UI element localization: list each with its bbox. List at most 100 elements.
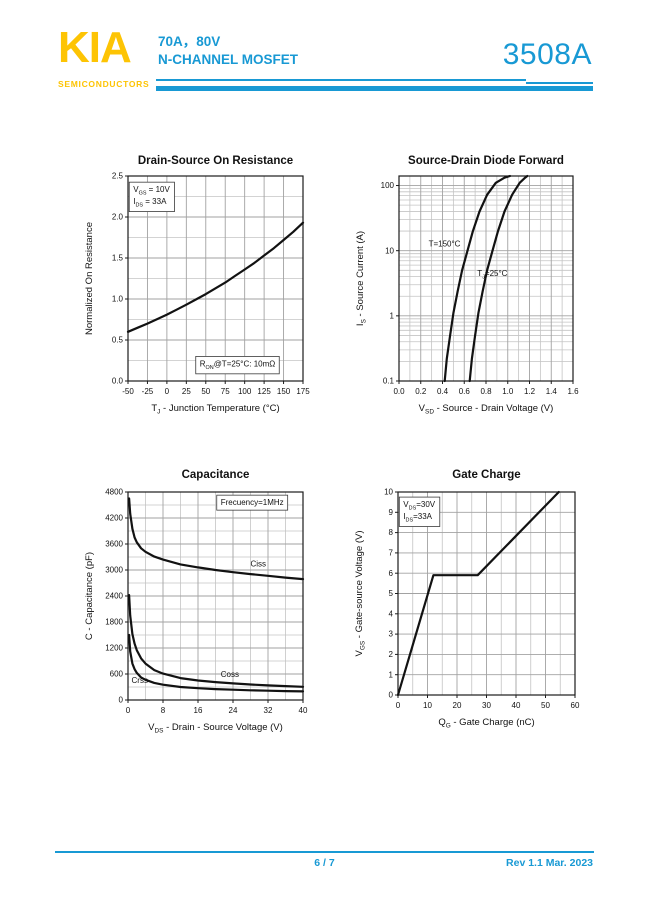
x-tick-label: 50 — [541, 701, 550, 710]
y-axis-label: VGS - Gate-source Voltage (V) — [354, 530, 366, 656]
chart-annotation: Frecuency=1MHz — [216, 494, 289, 511]
svg-text:T=150°C: T=150°C — [429, 240, 461, 249]
chart-annotation: RON@T=25°C: 10mΩ — [195, 356, 280, 375]
logo-subtitle: SEMICONDUCTORS — [58, 79, 150, 89]
y-tick-label: 1.0 — [112, 295, 124, 304]
x-tick-label: 16 — [194, 706, 203, 715]
y-tick-label: 7 — [389, 549, 394, 558]
y-axis-label: Normalized On Resistance — [84, 222, 95, 335]
y-tick-label: 2.5 — [112, 172, 124, 181]
y-tick-label: 0.1 — [383, 377, 395, 386]
x-tick-label: 0.4 — [437, 387, 449, 396]
y-tick-label: 0.0 — [112, 377, 124, 386]
y-tick-label: 1.5 — [112, 254, 124, 263]
x-axis-label: VSD - Source - Drain Voltage (V) — [419, 403, 554, 415]
x-tick-label: 20 — [453, 701, 462, 710]
y-tick-label: 1800 — [105, 618, 123, 627]
y-tick-label: 5 — [389, 589, 394, 598]
series-Ciss — [128, 497, 305, 581]
x-tick-label: 0 — [165, 387, 170, 396]
x-axis-label: TJ - Junction Temperature (°C) — [151, 403, 279, 415]
x-tick-label: 25 — [182, 387, 191, 396]
svg-text:VDS=30V: VDS=30V — [403, 500, 435, 511]
svg-text:RON@T=25°C: 10mΩ: RON@T=25°C: 10mΩ — [200, 359, 276, 370]
y-tick-label: 1 — [389, 670, 394, 679]
chart-title: Drain-Source On Resistance — [138, 155, 293, 167]
svg-text:Coss: Coss — [221, 670, 239, 679]
y-tick-label: 4800 — [105, 488, 123, 497]
chart-rdson: -50 -25 0 25 50 75 100 125 150 175 0.0 0.5 1.0 1.5 2.0… — [58, 148, 368, 432]
y-tick-label: 3600 — [105, 540, 123, 549]
svg-text:VGS = 10V: VGS = 10V — [133, 185, 170, 196]
x-tick-label: 0.0 — [393, 387, 405, 396]
header-rule-thick — [156, 86, 593, 91]
y-tick-label: 4 — [389, 609, 394, 618]
x-tick-label: 0.6 — [459, 387, 471, 396]
chart-diode-forward-svg: 0.0 0.2 0.4 0.6 0.8 1.0 1.2 1.4 1.6 0.1 1 10 100 T=15… — [355, 155, 579, 415]
y-tick-label: 2400 — [105, 592, 123, 601]
x-tick-label: 10 — [423, 701, 432, 710]
svg-text:IDS = 33A: IDS = 33A — [133, 197, 167, 208]
chart-diode-forward: 0.0 0.2 0.4 0.6 0.8 1.0 1.2 1.4 1.6 0.1 1 10 100 T=15… — [335, 148, 645, 432]
page-indicator: 6 / 7 — [314, 857, 335, 869]
x-tick-label: -25 — [142, 387, 154, 396]
x-tick-label: 75 — [221, 387, 230, 396]
y-tick-label: 1 — [390, 311, 395, 320]
y-tick-label: 10 — [384, 488, 393, 497]
chart-title: Capacitance — [182, 469, 250, 481]
x-tick-label: 60 — [571, 701, 580, 710]
chart-rdson-svg: -50 -25 0 25 50 75 100 125 150 175 0.0 0.5 1.0 1.5 2.0… — [84, 155, 310, 415]
x-tick-label: 125 — [257, 387, 271, 396]
y-axis-label: C - Capacitance (pF) — [84, 552, 95, 640]
x-tick-label: 32 — [264, 706, 273, 715]
svg-text:IDS=33A: IDS=33A — [403, 512, 432, 523]
x-tick-label: 100 — [238, 387, 252, 396]
y-tick-label: 10 — [385, 246, 394, 255]
chart-title: Gate Charge — [452, 469, 520, 481]
x-tick-label: 0 — [126, 706, 131, 715]
chart-annotation: TJ=25°C — [477, 269, 507, 280]
x-tick-label: 175 — [296, 387, 310, 396]
svg-text:Crss: Crss — [132, 676, 148, 685]
device-spec-line1: 70A，80V — [158, 34, 221, 49]
y-tick-label: 0 — [119, 696, 124, 705]
y-tick-label: 100 — [381, 181, 395, 190]
x-axis-label: QG - Gate Charge (nC) — [438, 717, 534, 729]
y-tick-label: 3 — [389, 630, 394, 639]
x-tick-label: 0 — [396, 701, 401, 710]
x-tick-label: -50 — [122, 387, 134, 396]
chart-gate-charge: 0 10 20 30 40 50 60 0 1 2 3 4 5 6 7 8 9 10 VDS=30V IDS=33A G… — [335, 462, 645, 746]
part-number: 3508A — [502, 38, 592, 71]
x-tick-label: 40 — [299, 706, 308, 715]
x-tick-label: 0.2 — [415, 387, 427, 396]
svg-text:TJ=25°C: TJ=25°C — [477, 269, 507, 280]
x-tick-label: 1.2 — [524, 387, 536, 396]
x-tick-label: 40 — [512, 701, 521, 710]
series-diode-150C — [443, 174, 511, 383]
y-tick-label: 0.5 — [112, 336, 124, 345]
x-tick-label: 24 — [229, 706, 238, 715]
series-diode-25C — [468, 174, 529, 383]
y-tick-label: 9 — [389, 508, 394, 517]
header-rule-thin-right — [526, 82, 593, 84]
chart-annotation: T=150°C — [429, 240, 461, 249]
series-Crss — [128, 633, 305, 693]
y-tick-label: 2.0 — [112, 213, 124, 222]
y-tick-label: 8 — [389, 528, 394, 537]
chart-capacitance-svg: 0 8 16 24 32 40 0 600 1200 1800 2400 3000 3600 4200 48… — [84, 469, 308, 734]
svg-text:Ciss: Ciss — [251, 560, 267, 569]
y-tick-label: 1200 — [105, 644, 123, 653]
y-tick-label: 600 — [110, 670, 124, 679]
footer-rule — [55, 851, 594, 853]
x-tick-label: 1.4 — [546, 387, 558, 396]
series-Coss — [128, 594, 305, 688]
x-tick-label: 0.8 — [480, 387, 492, 396]
x-tick-label: 8 — [161, 706, 166, 715]
device-spec-block: 70A，80V N-CHANNEL MOSFET — [158, 33, 298, 69]
y-tick-label: 2 — [389, 650, 394, 659]
x-tick-label: 1.0 — [502, 387, 514, 396]
